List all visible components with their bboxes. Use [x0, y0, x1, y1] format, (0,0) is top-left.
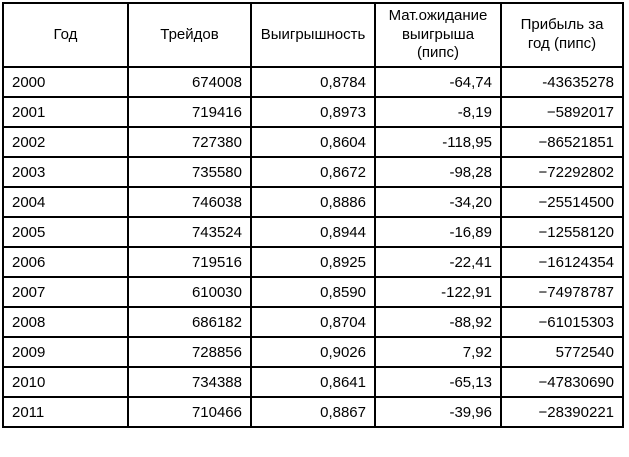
column-header-winrate: Выигрышность: [250, 2, 376, 68]
cell-year: 2008: [2, 306, 129, 338]
cell-winrate: 0,8704: [250, 306, 376, 338]
table-row: 2006 719516 0,8925 -22,41 −16124354: [2, 246, 624, 278]
cell-trades: 735580: [127, 156, 252, 188]
cell-winrate: 0,8944: [250, 216, 376, 248]
cell-year: 2002: [2, 126, 129, 158]
cell-profit: −25514500: [500, 186, 624, 218]
cell-winrate: 0,8784: [250, 66, 376, 98]
table-row: 2007 610030 0,8590 -122,91 −74978787: [2, 276, 624, 308]
cell-profit: −74978787: [500, 276, 624, 308]
cell-trades: 710466: [127, 396, 252, 428]
column-header-profit: Прибыль за год (пипс): [500, 2, 624, 68]
cell-trades: 686182: [127, 306, 252, 338]
cell-profit: −28390221: [500, 396, 624, 428]
cell-trades: 743524: [127, 216, 252, 248]
cell-year: 2000: [2, 66, 129, 98]
cell-expectation: -16,89: [374, 216, 502, 248]
table-body: 2000 674008 0,8784 -64,74 -43635278 2001…: [2, 66, 624, 428]
table-row: 2010 734388 0,8641 -65,13 −47830690: [2, 366, 624, 398]
cell-trades: 610030: [127, 276, 252, 308]
table-row: 2009 728856 0,9026 7,92 5772540: [2, 336, 624, 368]
header-row: Год Трейдов Выигрышность Мат.ожидание вы…: [2, 2, 624, 68]
cell-expectation: -118,95: [374, 126, 502, 158]
table-row: 2004 746038 0,8886 -34,20 −25514500: [2, 186, 624, 218]
cell-trades: 719416: [127, 96, 252, 128]
cell-expectation: -122,91: [374, 276, 502, 308]
cell-trades: 728856: [127, 336, 252, 368]
table-row: 2002 727380 0,8604 -118,95 −86521851: [2, 126, 624, 158]
cell-year: 2001: [2, 96, 129, 128]
table-row: 2003 735580 0,8672 -98,28 −72292802: [2, 156, 624, 188]
cell-year: 2007: [2, 276, 129, 308]
cell-expectation: -34,20: [374, 186, 502, 218]
cell-winrate: 0,8925: [250, 246, 376, 278]
cell-year: 2009: [2, 336, 129, 368]
cell-year: 2004: [2, 186, 129, 218]
cell-winrate: 0,8641: [250, 366, 376, 398]
cell-year: 2011: [2, 396, 129, 428]
table-row: 2001 719416 0,8973 -8,19 −5892017: [2, 96, 624, 128]
cell-profit: −5892017: [500, 96, 624, 128]
cell-winrate: 0,8604: [250, 126, 376, 158]
cell-trades: 746038: [127, 186, 252, 218]
cell-profit: 5772540: [500, 336, 624, 368]
cell-expectation: -98,28: [374, 156, 502, 188]
cell-year: 2006: [2, 246, 129, 278]
cell-winrate: 0,9026: [250, 336, 376, 368]
cell-profit: −86521851: [500, 126, 624, 158]
cell-year: 2003: [2, 156, 129, 188]
cell-winrate: 0,8672: [250, 156, 376, 188]
cell-expectation: -8,19: [374, 96, 502, 128]
cell-profit: −12558120: [500, 216, 624, 248]
cell-year: 2010: [2, 366, 129, 398]
table-row: 2005 743524 0,8944 -16,89 −12558120: [2, 216, 624, 248]
cell-profit: -43635278: [500, 66, 624, 98]
table-row: 2011 710466 0,8867 -39,96 −28390221: [2, 396, 624, 428]
cell-winrate: 0,8886: [250, 186, 376, 218]
cell-profit: −16124354: [500, 246, 624, 278]
cell-expectation: -64,74: [374, 66, 502, 98]
cell-expectation: -39,96: [374, 396, 502, 428]
cell-year: 2005: [2, 216, 129, 248]
cell-profit: −61015303: [500, 306, 624, 338]
yearly-trading-stats-table: Год Трейдов Выигрышность Мат.ожидание вы…: [2, 2, 624, 428]
cell-expectation: -22,41: [374, 246, 502, 278]
cell-trades: 727380: [127, 126, 252, 158]
column-header-trades: Трейдов: [127, 2, 252, 68]
cell-expectation: -65,13: [374, 366, 502, 398]
cell-trades: 719516: [127, 246, 252, 278]
column-header-year: Год: [2, 2, 129, 68]
cell-profit: −72292802: [500, 156, 624, 188]
table-row: 2000 674008 0,8784 -64,74 -43635278: [2, 66, 624, 98]
table-row: 2008 686182 0,8704 -88,92 −61015303: [2, 306, 624, 338]
cell-expectation: -88,92: [374, 306, 502, 338]
cell-trades: 734388: [127, 366, 252, 398]
cell-expectation: 7,92: [374, 336, 502, 368]
cell-winrate: 0,8590: [250, 276, 376, 308]
column-header-expectation: Мат.ожидание выигрыша (пипс): [374, 2, 502, 68]
cell-winrate: 0,8867: [250, 396, 376, 428]
cell-winrate: 0,8973: [250, 96, 376, 128]
cell-profit: −47830690: [500, 366, 624, 398]
cell-trades: 674008: [127, 66, 252, 98]
